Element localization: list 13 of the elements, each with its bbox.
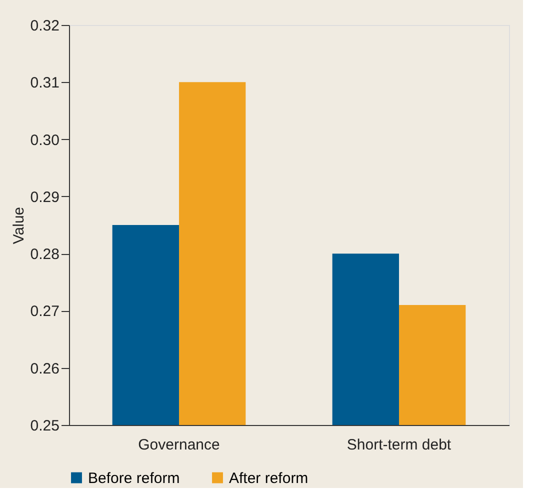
y-tick-label: 0.25 (30, 418, 60, 434)
y-tick-label: 0.27 (30, 303, 60, 320)
y-tick-label: 0.31 (30, 74, 60, 92)
legend-label: After reform (229, 470, 308, 487)
y-axis-title: Value (10, 206, 28, 244)
y-tick-label: 0.26 (30, 360, 60, 378)
x-tick-label: Short-term debt (346, 436, 452, 454)
y-tick-label: 0.28 (30, 246, 60, 264)
x-tick-label: Governance (138, 436, 220, 454)
y-tick-label: 0.30 (30, 132, 60, 149)
y-tick-label: 0.29 (30, 188, 60, 206)
y-tick-label: 0.32 (30, 18, 60, 34)
legend-label: Before reform (88, 470, 180, 487)
